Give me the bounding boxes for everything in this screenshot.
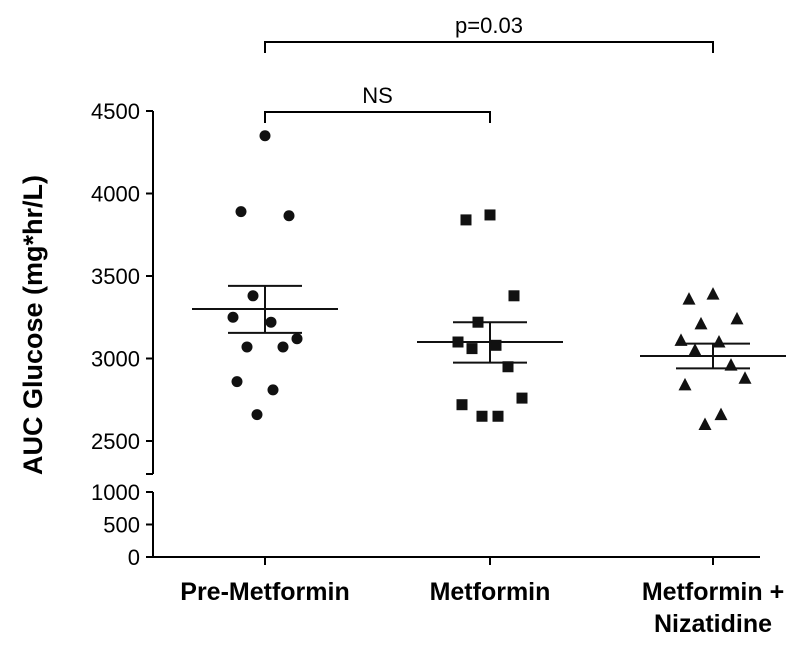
- data-point-square: [516, 392, 528, 404]
- y-tick-label: 4500: [91, 99, 140, 124]
- category-label-line: Metformin: [430, 578, 551, 606]
- y-tick-label: 0: [128, 545, 140, 570]
- data-point-square: [460, 214, 472, 226]
- data-point-circle: [291, 333, 303, 345]
- significance-label: NS: [362, 83, 393, 108]
- data-point-triangle: [706, 287, 720, 300]
- significance-bracket: [264, 111, 491, 123]
- data-point-circle: [241, 341, 253, 353]
- data-point-triangle: [730, 311, 744, 325]
- data-point-circle: [277, 341, 289, 353]
- data-points: [227, 130, 752, 430]
- category-label-line: Pre-Metformin: [180, 578, 349, 606]
- y-tick-label: 1000: [91, 480, 140, 505]
- y-tick-label: 2500: [91, 429, 140, 454]
- y-tick-label: 500: [103, 513, 140, 538]
- y-axis-label: AUC Glucose (mg*hr/L): [18, 175, 48, 475]
- data-point-square: [466, 343, 478, 355]
- category-label-line: Nizatidine: [654, 610, 772, 638]
- y-tick-label: 4000: [91, 182, 140, 207]
- data-point-square: [508, 290, 520, 302]
- data-point-square: [502, 361, 514, 373]
- y-tick-label: 3500: [91, 264, 140, 289]
- data-point-square: [476, 410, 488, 422]
- data-point-triangle: [712, 335, 726, 348]
- category-label-line: Metformin +: [642, 578, 784, 606]
- data-point-circle: [227, 311, 239, 323]
- data-point-triangle: [698, 417, 712, 430]
- data-point-circle: [247, 290, 259, 302]
- data-point-square: [490, 339, 502, 351]
- data-point-triangle: [694, 316, 708, 330]
- data-point-circle: [231, 376, 243, 388]
- data-point-circle: [283, 210, 295, 222]
- category-label: Pre-Metformin: [180, 578, 349, 606]
- y-tick-label: 3000: [91, 347, 140, 372]
- significance-label: p=0.03: [455, 13, 523, 38]
- data-point-triangle: [738, 371, 752, 384]
- data-point-triangle: [714, 407, 728, 421]
- y-axis: 2500 3000 3500 4000 4500 0 500 1000: [91, 99, 760, 570]
- category-label: Metformin: [430, 578, 551, 606]
- data-point-circle: [235, 206, 247, 218]
- data-point-circle: [251, 409, 263, 421]
- data-point-square: [484, 209, 496, 221]
- data-point-triangle: [678, 377, 692, 391]
- data-point-circle: [259, 130, 271, 142]
- data-point-square: [456, 399, 468, 411]
- category-label: Metformin + Nizatidine: [642, 578, 784, 638]
- significance-bracket: [264, 41, 714, 53]
- data-point-circle: [267, 384, 279, 396]
- data-point-circle: [265, 316, 277, 328]
- category-labels: Pre-Metformin Metformin Metformin + Nizatid…: [180, 578, 784, 638]
- data-point-square: [492, 410, 504, 422]
- data-point-triangle: [682, 292, 696, 305]
- mean-sem-bars: [192, 284, 786, 370]
- data-point-triangle: [688, 343, 702, 356]
- significance-annotations: p=0.03 NS: [264, 13, 714, 123]
